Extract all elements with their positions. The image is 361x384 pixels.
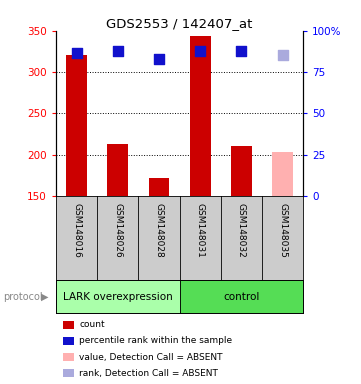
Bar <box>231 146 252 196</box>
Text: rank, Detection Call = ABSENT: rank, Detection Call = ABSENT <box>79 369 218 378</box>
Text: percentile rank within the sample: percentile rank within the sample <box>79 336 232 346</box>
Text: protocol: protocol <box>4 291 43 302</box>
Title: GDS2553 / 142407_at: GDS2553 / 142407_at <box>106 17 253 30</box>
Text: GSM148032: GSM148032 <box>237 203 246 257</box>
Text: GSM148028: GSM148028 <box>155 203 164 257</box>
Bar <box>108 144 128 196</box>
Bar <box>180 280 303 313</box>
Point <box>280 51 286 58</box>
Bar <box>149 178 169 196</box>
Text: count: count <box>79 320 105 329</box>
Text: GSM148026: GSM148026 <box>113 203 122 257</box>
Point <box>239 48 244 54</box>
Text: GSM148031: GSM148031 <box>196 203 205 258</box>
Point <box>74 50 79 56</box>
Point <box>156 56 162 62</box>
Bar <box>272 152 293 196</box>
Bar <box>190 36 210 196</box>
Point <box>115 48 121 54</box>
Text: control: control <box>223 291 260 302</box>
Point <box>197 48 203 55</box>
Text: LARK overexpression: LARK overexpression <box>63 291 173 302</box>
Text: value, Detection Call = ABSENT: value, Detection Call = ABSENT <box>79 353 223 362</box>
Text: ▶: ▶ <box>42 291 49 302</box>
Bar <box>56 280 180 313</box>
Bar <box>66 55 87 196</box>
Text: GSM148035: GSM148035 <box>278 203 287 258</box>
Text: GSM148016: GSM148016 <box>72 203 81 258</box>
